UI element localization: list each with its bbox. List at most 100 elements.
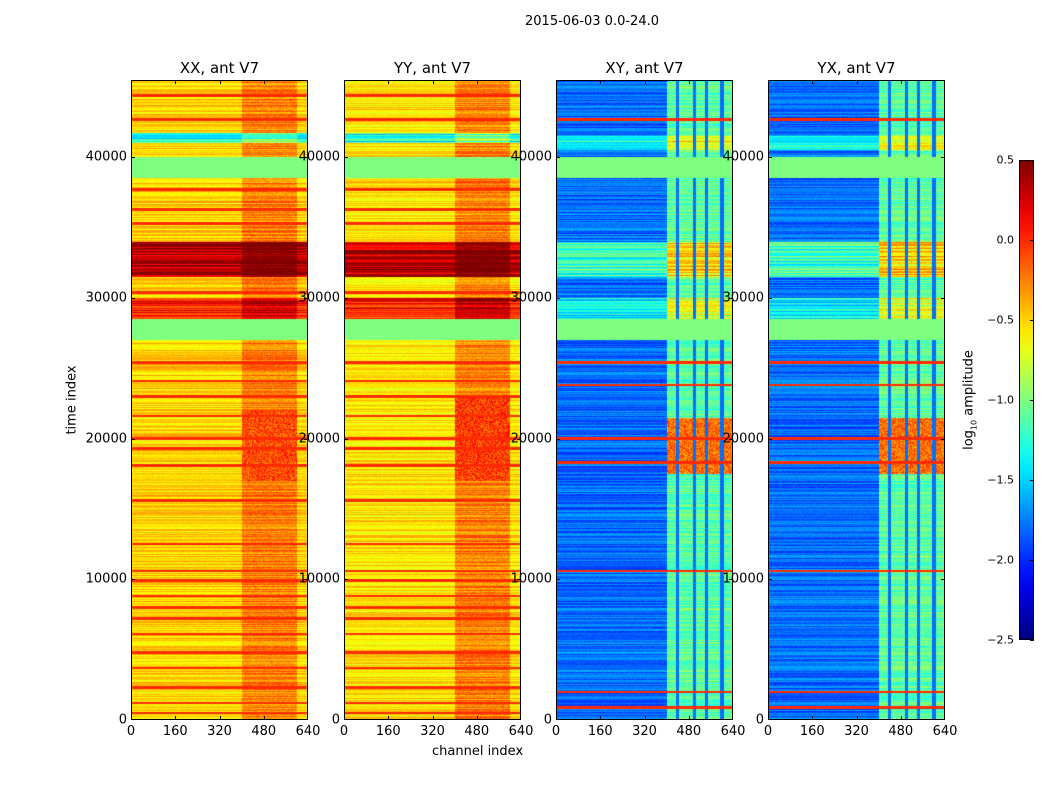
x-tick-mark <box>768 80 769 84</box>
y-tick-label: 10000 <box>722 571 764 587</box>
x-tick-mark <box>856 716 858 720</box>
x-tick-mark <box>131 716 132 720</box>
x-tick-label: 480 <box>888 724 914 739</box>
y-tick-mark <box>768 719 772 720</box>
y-tick-mark <box>304 579 308 581</box>
axes-frame <box>556 80 733 720</box>
y-tick-mark <box>131 438 135 440</box>
x-tick-mark <box>600 80 602 84</box>
x-tick-mark <box>732 716 733 720</box>
y-tick-label: 10000 <box>298 571 340 587</box>
x-tick-mark <box>688 716 690 720</box>
y-tick-mark <box>556 157 560 159</box>
y-axis-label: time index <box>64 365 80 435</box>
heatmap-3 <box>556 80 733 720</box>
y-tick-mark <box>131 579 135 581</box>
x-tick-label: 160 <box>799 724 825 739</box>
x-tick-label: 640 <box>932 724 958 739</box>
x-tick-mark <box>307 716 308 720</box>
y-tick-mark <box>768 157 772 159</box>
y-tick-mark <box>941 157 945 159</box>
y-tick-label: 20000 <box>298 431 340 447</box>
colorbar-tick-mark <box>1030 640 1034 641</box>
x-tick-mark <box>175 716 177 720</box>
x-tick-label: 320 <box>632 724 657 739</box>
x-tick-mark <box>812 80 814 84</box>
y-tick-mark <box>729 157 733 159</box>
y-tick-mark <box>131 298 135 300</box>
x-tick-mark <box>388 716 390 720</box>
x-tick-label: 320 <box>844 724 869 739</box>
y-tick-label: 0 <box>543 712 552 728</box>
x-tick-mark <box>476 80 478 84</box>
panel-3: XY, ant V7 0 160 320 480 640 0 10000 20000 30000 4… <box>511 59 746 739</box>
x-tick-mark <box>520 80 521 84</box>
colorbar-tick-label: −2.0 <box>987 553 1014 567</box>
y-tick-label: 10000 <box>85 571 127 587</box>
x-tick-mark <box>600 716 602 720</box>
y-tick-mark <box>344 298 348 300</box>
colorbar-label-sub: 10 <box>969 419 979 431</box>
panel-title: XX, ant V7 <box>179 59 260 77</box>
y-tick-mark <box>344 157 348 159</box>
y-tick-mark <box>517 298 521 300</box>
y-tick-mark <box>304 298 308 300</box>
y-tick-mark <box>517 157 521 159</box>
y-tick-mark <box>729 298 733 300</box>
y-tick-mark <box>729 719 733 720</box>
y-tick-label: 20000 <box>85 431 127 447</box>
x-tick-mark <box>556 80 557 84</box>
x-tick-mark <box>219 716 221 720</box>
colorbar-tick-label: −2.5 <box>987 633 1014 647</box>
y-tick-mark <box>941 719 945 720</box>
heatmap-4 <box>768 80 945 720</box>
x-tick-mark <box>219 80 221 84</box>
colorbar-tick-label: −1.0 <box>987 393 1014 407</box>
x-tick-mark <box>644 716 646 720</box>
y-tick-label: 40000 <box>85 149 127 165</box>
y-tick-label: 30000 <box>298 290 340 306</box>
y-tick-mark <box>941 579 945 581</box>
x-tick-mark <box>432 80 434 84</box>
y-tick-label: 20000 <box>722 431 764 447</box>
colorbar-tick-label: 0.0 <box>996 233 1015 247</box>
x-tick-mark <box>263 80 265 84</box>
y-tick-label: 30000 <box>510 290 552 306</box>
x-tick-label: 0 <box>551 724 561 739</box>
x-tick-label: 160 <box>587 724 613 739</box>
y-tick-mark <box>729 438 733 440</box>
y-tick-mark <box>344 579 348 581</box>
panel-2: YY, ant V7 0 160 320 480 640 0 10000 20000 30000 4… <box>299 59 534 739</box>
x-tick-label: 320 <box>207 724 232 739</box>
y-tick-label: 10000 <box>510 571 552 587</box>
x-tick-label: 0 <box>339 724 349 739</box>
panel-1: XX, ant V7 0 160 320 480 640 0 10000 20000 30000 4… <box>86 59 321 739</box>
y-tick-mark <box>304 438 308 440</box>
y-tick-mark <box>941 298 945 300</box>
x-tick-mark <box>900 80 902 84</box>
y-tick-mark <box>768 579 772 581</box>
colorbar-label: log10 amplitude <box>962 350 979 450</box>
panel-title: XY, ant V7 <box>605 59 684 77</box>
y-tick-label: 40000 <box>298 149 340 165</box>
panel-title: YX, ant V7 <box>817 59 896 77</box>
y-tick-label: 0 <box>331 712 340 728</box>
axes-frame <box>768 80 945 720</box>
x-tick-mark <box>644 80 646 84</box>
y-tick-mark <box>344 719 348 720</box>
axes-frame <box>344 80 521 720</box>
y-tick-label: 20000 <box>510 431 552 447</box>
panel-4: YX, ant V7 0 160 320 480 640 0 10000 20000 30000 4… <box>723 59 958 739</box>
colorbar-tick-mark <box>1030 560 1034 561</box>
colorbar-tick-mark <box>1030 320 1034 321</box>
x-tick-mark <box>732 80 733 84</box>
heatmap-2 <box>344 80 521 720</box>
x-tick-mark <box>131 80 132 84</box>
panel-title: YY, ant V7 <box>393 59 471 77</box>
colorbar-label-suffix: amplitude <box>961 350 977 420</box>
x-tick-mark <box>388 80 390 84</box>
y-tick-label: 40000 <box>722 149 764 165</box>
y-tick-mark <box>556 719 560 720</box>
y-tick-mark <box>304 719 308 720</box>
